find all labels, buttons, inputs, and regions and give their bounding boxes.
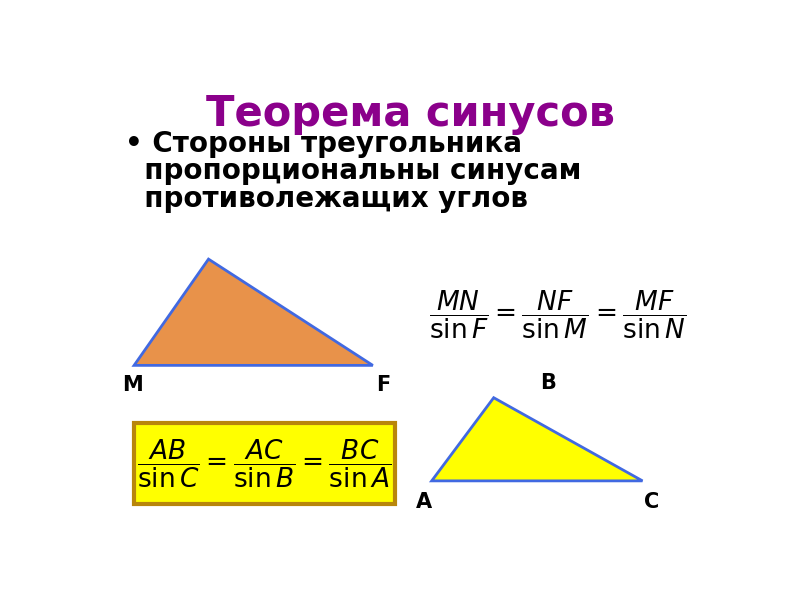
Text: противолежащих углов: противолежащих углов [125, 185, 528, 213]
Text: C: C [644, 493, 660, 512]
Text: пропорциональны синусам: пропорциональны синусам [125, 157, 581, 185]
Text: Теорема синусов: Теорема синусов [206, 93, 614, 135]
Text: $\dfrac{AB}{\sin C} = \dfrac{AC}{\sin B} = \dfrac{BC}{\sin A}$: $\dfrac{AB}{\sin C} = \dfrac{AC}{\sin B}… [138, 437, 391, 490]
Text: • Стороны треугольника: • Стороны треугольника [125, 130, 522, 158]
Text: $\dfrac{MN}{\sin F} = \dfrac{NF}{\sin M} = \dfrac{MF}{\sin N}$: $\dfrac{MN}{\sin F} = \dfrac{NF}{\sin M}… [429, 289, 686, 341]
Text: M: M [122, 374, 142, 395]
Polygon shape [432, 398, 642, 481]
Polygon shape [134, 259, 373, 365]
Text: B: B [540, 373, 556, 393]
Text: F: F [376, 374, 390, 395]
Text: A: A [416, 493, 432, 512]
FancyBboxPatch shape [134, 423, 394, 504]
